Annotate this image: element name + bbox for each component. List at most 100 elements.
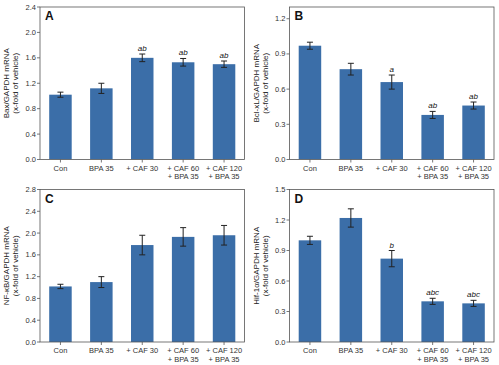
bar	[421, 115, 443, 160]
error-bar	[57, 92, 63, 97]
error-bar	[98, 83, 104, 93]
x-tick-label: + CAF 30	[376, 164, 408, 173]
y-tick-label: 1.6	[26, 250, 36, 259]
annotation: a	[390, 65, 395, 74]
x-tick-label: + CAF 60+ BPA 35	[417, 164, 449, 182]
error-cap	[221, 67, 227, 68]
x-tick-label-line: + BPA 35	[168, 355, 199, 364]
error-cap	[139, 235, 145, 236]
y-tick	[37, 57, 40, 58]
x-tick-label: Con	[303, 164, 317, 173]
y-tick-label: 0.4	[26, 130, 36, 139]
x-tick-label-line: + BPA 35	[458, 172, 489, 181]
error-cap	[471, 306, 477, 307]
y-tick	[37, 233, 40, 234]
y-tick	[37, 320, 40, 321]
x-tick-label: + CAF 60+ BPA 35	[167, 164, 199, 182]
x-tick	[473, 160, 474, 163]
bar	[172, 62, 194, 159]
bar	[49, 286, 71, 342]
error-stem	[391, 75, 392, 89]
y-tick-label: 1.2	[275, 216, 285, 225]
y-tick	[287, 124, 290, 125]
error-cap	[430, 111, 436, 112]
error-cap	[98, 83, 104, 84]
error-cap	[57, 288, 63, 289]
x-tick-label: Con	[303, 346, 317, 355]
x-tick-label: + CAF 60+ BPA 35	[167, 346, 199, 364]
y-tick-label: 0.8	[26, 294, 36, 303]
error-cap	[98, 276, 104, 277]
x-tick	[224, 342, 225, 345]
error-cap	[221, 61, 227, 62]
y-tick-label: 2.0	[26, 229, 36, 238]
x-tick	[309, 342, 310, 345]
x-tick	[350, 160, 351, 163]
marks	[299, 209, 485, 342]
x-tick-label: Con	[54, 164, 68, 173]
marks	[299, 42, 485, 159]
error-cap	[430, 118, 436, 119]
y-tick	[37, 7, 40, 8]
x-tick-label: BPA 35	[339, 164, 363, 173]
error-bar	[471, 102, 477, 109]
bar	[131, 245, 153, 342]
error-stem	[473, 102, 474, 109]
y-tick	[287, 342, 290, 343]
y-tick	[287, 311, 290, 312]
y-tick	[287, 18, 290, 19]
error-cap	[348, 227, 354, 228]
y-tick-label: 0.0	[275, 338, 285, 347]
x-tick	[142, 160, 143, 163]
error-bar	[139, 54, 145, 62]
y-tick	[37, 254, 40, 255]
bar	[381, 82, 403, 159]
y-axis-label: Bcl-xL/GAPDH mRNA(x-fold of vehicle)	[252, 43, 270, 122]
marks	[49, 54, 235, 159]
bar	[381, 259, 403, 342]
y-axis-label-line: NF-κB/GAPDH mRNA	[2, 226, 11, 306]
x-tick-label-line: BPA 35	[339, 164, 363, 173]
x-tick-label-line: + BPA 35	[209, 355, 240, 364]
x-tick-label-line: + BPA 35	[417, 172, 448, 181]
error-bar	[180, 228, 186, 247]
error-cap	[307, 49, 313, 50]
error-stem	[101, 277, 102, 288]
x-tick-label-line: Con	[303, 346, 317, 355]
y-tick-label: 0.3	[275, 307, 285, 316]
x-tick	[101, 160, 102, 163]
error-stem	[60, 284, 61, 288]
y-tick	[37, 134, 40, 135]
x-tick-label: BPA 35	[89, 346, 113, 355]
error-cap	[348, 208, 354, 209]
y-axis-label-line: (x-fold of vehicle)	[261, 52, 270, 113]
annotation: ab	[138, 44, 147, 53]
error-cap	[57, 97, 63, 98]
y-tick-label: 1.5	[275, 185, 285, 194]
y-tick-label: 0.6	[275, 277, 285, 286]
error-cap	[348, 63, 354, 64]
error-stem	[432, 111, 433, 118]
error-cap	[57, 92, 63, 93]
x-tick	[473, 342, 474, 345]
error-cap	[98, 93, 104, 94]
error-stem	[350, 209, 351, 227]
y-axis-label: Bax/GAPDH mRNA(x-fold of vehicle)	[2, 47, 20, 118]
bar	[213, 235, 235, 342]
y-tick	[37, 342, 40, 343]
x-tick	[183, 342, 184, 345]
panel: 0.00.40.81.21.62.02.42.8ConBPA 35+ CAF 3…	[2, 185, 245, 364]
y-tick-label: 0.0	[275, 155, 285, 164]
figure: 0.00.40.81.21.62.02.4ConBPA 35+ CAF 30+ …	[0, 0, 499, 365]
x-tick-label: BPA 35	[339, 346, 363, 355]
error-cap	[180, 58, 186, 59]
bar	[90, 282, 112, 342]
y-tick	[287, 281, 290, 282]
x-tick-label: + CAF 60+ BPA 35	[417, 346, 449, 364]
error-cap	[389, 250, 395, 251]
error-cap	[471, 300, 477, 301]
y-tick-label: 0.6	[275, 85, 285, 94]
y-axis-label-line: (x-fold of vehicle)	[11, 235, 20, 296]
panel-label: C	[45, 192, 54, 206]
error-stem	[142, 54, 143, 62]
